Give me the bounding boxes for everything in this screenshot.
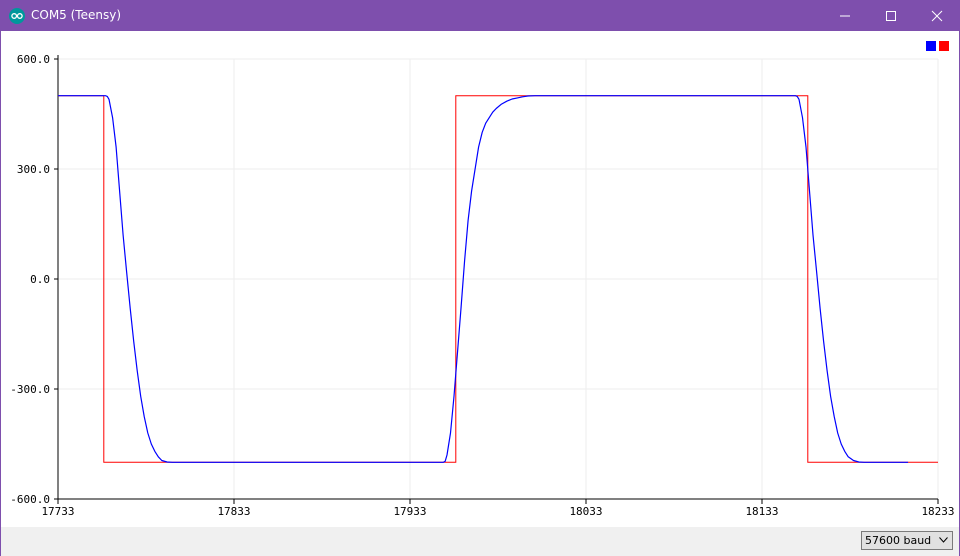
chevron-down-icon — [939, 537, 948, 543]
serial-plotter-chart: 17733 17833 17933 18033 18133 18233 600.0 300.0… — [1, 31, 959, 527]
x-tick-label: 17733 — [41, 505, 74, 518]
y-tick-label: 600.0 — [17, 53, 50, 66]
arduino-app-icon — [9, 8, 25, 24]
maximize-button[interactable] — [868, 0, 914, 31]
y-tick-label: -600.0 — [10, 493, 50, 506]
series-line-blue — [58, 95, 909, 463]
minimize-button[interactable] — [822, 0, 868, 31]
minimize-icon — [840, 15, 850, 17]
x-tick-label: 18033 — [569, 505, 602, 518]
close-icon — [931, 10, 943, 22]
series — [58, 95, 938, 463]
baud-rate-select[interactable]: 57600 baud — [861, 531, 953, 550]
window-border-left — [0, 31, 1, 556]
baud-rate-value: 57600 baud — [865, 534, 932, 547]
x-tick-label: 17833 — [217, 505, 250, 518]
x-tick-label: 18233 — [921, 505, 954, 518]
title-bar: COM5 (Teensy) — [0, 0, 960, 31]
y-tick-label: 300.0 — [17, 163, 50, 176]
y-tick-label: -300.0 — [10, 383, 50, 396]
legend-swatch-red — [939, 41, 949, 51]
x-tick-label: 18133 — [745, 505, 778, 518]
maximize-icon — [886, 11, 896, 21]
x-tick-label: 17933 — [393, 505, 426, 518]
status-bar — [1, 527, 959, 556]
axes: 17733 17833 17933 18033 18133 18233 600.0 300.0… — [10, 53, 954, 518]
window-title: COM5 (Teensy) — [31, 8, 122, 22]
close-button[interactable] — [914, 0, 960, 31]
legend-swatch-blue — [926, 41, 936, 51]
y-tick-label: 0.0 — [30, 273, 50, 286]
series-line-red — [58, 95, 938, 463]
